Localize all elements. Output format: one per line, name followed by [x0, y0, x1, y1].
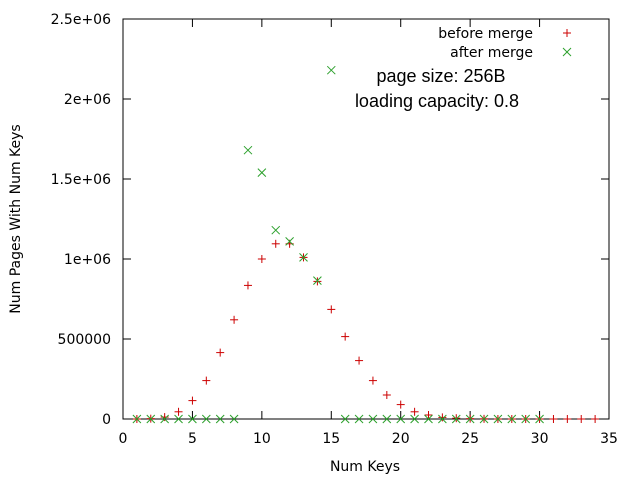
- x-tick-label: 15: [322, 431, 340, 447]
- point-after-merge: [326, 65, 336, 75]
- point-after-merge: [368, 414, 378, 424]
- point-before-merge: [216, 348, 225, 357]
- y-tick-label: 500000: [58, 332, 111, 348]
- point-after-merge: [451, 414, 461, 424]
- point-after-merge: [396, 414, 406, 424]
- x-tick-label: 25: [461, 431, 479, 447]
- point-after-merge: [146, 414, 156, 424]
- y-tick-labels: 0 500000 1e+06 1.5e+06 2e+06 2.5e+06: [51, 12, 112, 428]
- x-tick-label: 30: [531, 431, 549, 447]
- data-points: [132, 65, 600, 424]
- point-before-merge: [549, 415, 558, 423]
- point-after-merge: [257, 168, 267, 177]
- point-after-merge: [507, 414, 517, 424]
- point-before-merge: [257, 255, 266, 263]
- y-tick-label: 1e+06: [64, 252, 111, 268]
- point-after-merge: [313, 276, 322, 285]
- x-tick-label: 20: [392, 431, 410, 447]
- point-before-merge: [243, 281, 252, 290]
- y-tick-label: 2e+06: [64, 92, 111, 108]
- point-before-merge: [160, 413, 169, 422]
- point-before-merge: [368, 376, 377, 385]
- point-after-merge: [410, 414, 419, 424]
- y-tick-label: 1.5e+06: [51, 172, 112, 188]
- annotation-loading-capacity: loading capacity: 0.8: [355, 91, 519, 111]
- point-after-merge: [201, 414, 211, 424]
- x-axis-label: Num Keys: [330, 459, 400, 475]
- point-after-merge: [229, 414, 239, 424]
- y-tick-label: 2.5e+06: [51, 12, 112, 28]
- point-before-merge: [355, 356, 364, 365]
- point-after-merge: [438, 414, 447, 424]
- point-after-merge: [285, 237, 294, 246]
- point-before-merge: [202, 376, 211, 385]
- point-after-merge: [188, 414, 197, 424]
- point-after-merge: [340, 414, 350, 424]
- point-after-merge: [215, 414, 225, 424]
- x-tick-label: 5: [188, 431, 197, 447]
- point-after-merge: [271, 225, 281, 235]
- point-after-merge: [299, 253, 308, 262]
- point-before-merge: [230, 315, 239, 324]
- legend-marker-after-merge: [562, 47, 572, 57]
- point-after-merge: [354, 414, 364, 424]
- point-after-merge: [382, 414, 392, 424]
- point-after-merge: [465, 414, 475, 424]
- point-before-merge: [327, 305, 336, 314]
- x-tick-labels: 0 5 10 15 20 25 30 35: [119, 431, 618, 447]
- legend-label-after-merge: after merge: [450, 45, 533, 61]
- axis-ticks: [122, 18, 610, 420]
- point-before-merge: [438, 413, 447, 422]
- point-after-merge: [479, 414, 489, 424]
- point-after-merge: [243, 145, 253, 155]
- annotation-page-size: page size: 256B: [376, 66, 505, 86]
- legend: before merge after merge: [438, 26, 572, 61]
- x-tick-label: 10: [253, 431, 271, 447]
- point-after-merge: [424, 414, 433, 424]
- y-tick-label: 0: [102, 412, 111, 428]
- point-after-merge: [160, 414, 170, 424]
- point-before-merge: [396, 400, 405, 409]
- plot-frame: [122, 18, 610, 420]
- point-before-merge: [271, 239, 280, 248]
- point-before-merge: [452, 414, 461, 423]
- x-tick-label: 0: [119, 431, 128, 447]
- point-before-merge: [563, 415, 572, 423]
- point-before-merge: [424, 411, 433, 419]
- point-before-merge: [577, 415, 586, 423]
- point-before-merge: [174, 407, 183, 416]
- point-before-merge: [410, 407, 419, 416]
- legend-label-before-merge: before merge: [438, 26, 533, 42]
- point-after-merge: [174, 414, 183, 424]
- legend-marker-before-merge: [563, 29, 571, 37]
- point-after-merge: [535, 414, 544, 424]
- x-tick-label: 35: [600, 431, 618, 447]
- point-before-merge: [313, 277, 322, 286]
- point-after-merge: [521, 414, 531, 424]
- point-before-merge: [382, 391, 391, 399]
- point-after-merge: [132, 414, 142, 424]
- point-before-merge: [188, 396, 197, 405]
- point-before-merge: [591, 415, 600, 423]
- point-before-merge: [341, 332, 350, 341]
- point-after-merge: [493, 414, 503, 424]
- y-axis-label: Num Pages With Num Keys: [8, 124, 24, 313]
